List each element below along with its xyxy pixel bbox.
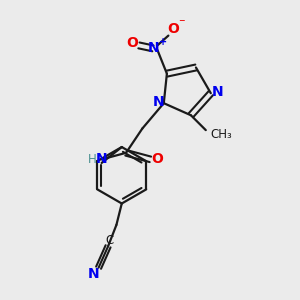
Text: ⁻: ⁻	[178, 16, 184, 30]
Text: N: N	[212, 85, 223, 99]
Text: O: O	[152, 152, 164, 166]
Text: N: N	[148, 41, 160, 56]
Text: C: C	[106, 234, 114, 247]
Text: CH₃: CH₃	[211, 128, 232, 141]
Text: O: O	[167, 22, 179, 36]
Text: N: N	[96, 152, 107, 167]
Text: O: O	[127, 36, 138, 50]
Text: N: N	[88, 267, 100, 281]
Text: H: H	[88, 153, 97, 166]
Text: N: N	[153, 95, 164, 109]
Text: +: +	[159, 37, 167, 46]
